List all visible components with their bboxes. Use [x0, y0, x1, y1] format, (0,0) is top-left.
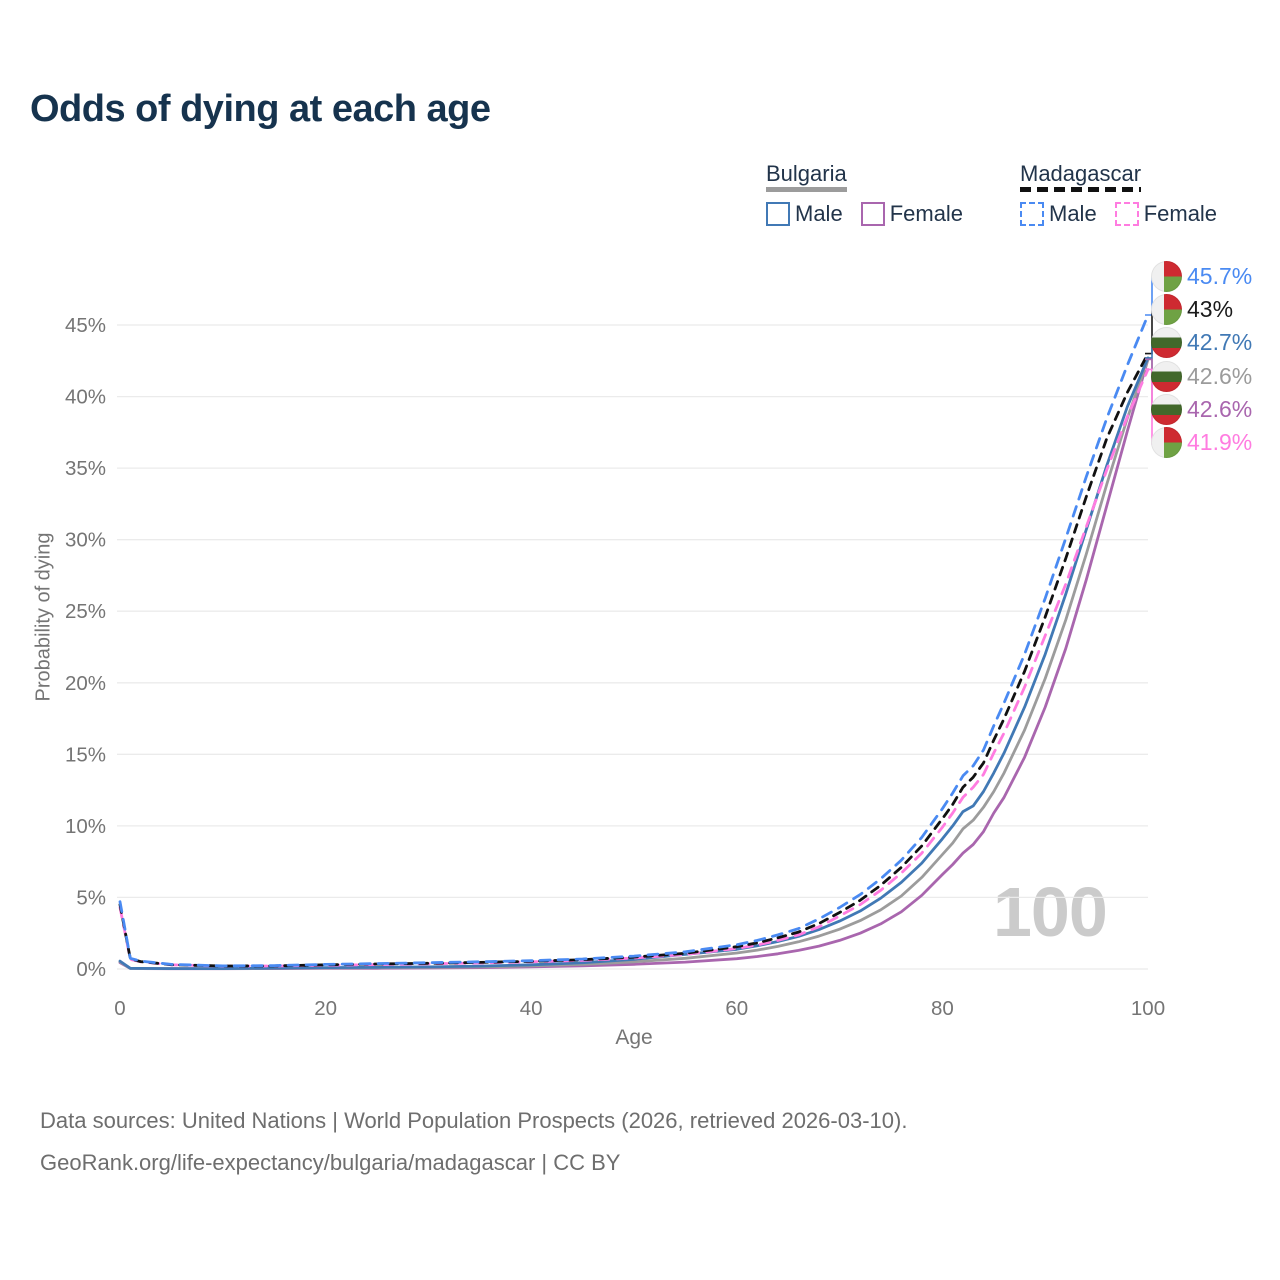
end-label-value: 45.7%	[1187, 263, 1253, 289]
line-bulgaria-male	[118, 356, 1150, 970]
legend-item-label: Male	[795, 200, 843, 226]
footer-sources: Data sources: United Nations | World Pop…	[40, 1108, 908, 1133]
bulgaria-flag-icon	[1151, 360, 1182, 392]
end-label-bulgaria-female: 42.6%	[1151, 393, 1253, 425]
line-madagascar-female	[118, 367, 1150, 968]
legend-item-label: Male	[1049, 200, 1097, 226]
legend-item-bulgaria-female[interactable]: Female	[860, 200, 964, 227]
line-madagascar-both-sexes	[118, 352, 1150, 968]
legend-item-bulgaria-male[interactable]: Male	[766, 201, 843, 227]
end-label-value: 43%	[1187, 296, 1234, 323]
bulgaria-flag-icon	[1151, 393, 1182, 425]
x-tick-label-40: 40	[520, 997, 543, 1020]
legend-country-bulgaria[interactable]: Bulgaria	[766, 161, 847, 192]
y-tick-label-0: 0%	[76, 958, 106, 981]
end-label-bulgaria-male: 42.7%	[1151, 327, 1253, 359]
footer-attribution[interactable]: GeoRank.org/life-expectancy/bulgaria/mad…	[40, 1150, 621, 1175]
legend-row-bulgaria: Male Female	[766, 201, 963, 227]
line-bulgaria-both-sexes	[118, 357, 1150, 970]
age-watermark: 100	[993, 873, 1108, 951]
end-label-value: 41.9%	[1187, 429, 1253, 455]
legend-country-label: Bulgaria	[766, 161, 847, 186]
end-label-value: 42.7%	[1187, 329, 1253, 356]
madagascar-flag-icon	[1151, 294, 1182, 326]
bulgaria-male-swatch-icon	[766, 201, 790, 226]
bulgaria-line-swatch	[766, 187, 847, 192]
y-tick-label-20: 20%	[65, 672, 106, 695]
legend-item-label: Female	[1143, 200, 1218, 226]
legend-row-madagascar: Male Female	[1020, 201, 1217, 227]
end-label-value: 42.6%	[1187, 395, 1253, 422]
end-label-value: 42.6%	[1187, 362, 1253, 389]
line-bulgaria-female	[118, 357, 1150, 971]
x-tick-label-100: 100	[1131, 997, 1165, 1020]
y-tick-label-15: 15%	[65, 743, 106, 766]
x-tick-label-0: 0	[114, 997, 125, 1020]
legend-item-madagascar-male[interactable]: Male	[1020, 201, 1097, 227]
x-axis-title: Age	[615, 1026, 653, 1049]
end-label-madagascar-female: 41.9%	[1151, 427, 1252, 458]
madagascar-line-swatch	[1020, 187, 1142, 192]
line-madagascar-male	[118, 313, 1150, 968]
y-tick-label-25: 25%	[65, 600, 106, 623]
madagascar-male-swatch-icon	[1020, 201, 1044, 226]
madagascar-female-swatch-icon	[1114, 201, 1139, 226]
end-label-madagascar-male: 45.7%	[1151, 261, 1252, 292]
madagascar-flag-icon	[1151, 261, 1182, 292]
y-tick-label-5: 5%	[76, 886, 106, 909]
y-tick-label-40: 40%	[65, 386, 106, 409]
bulgaria-flag-icon	[1151, 327, 1182, 359]
legend-item-label: Female	[889, 200, 964, 226]
x-tick-label-20: 20	[314, 997, 337, 1020]
y-tick-label-35: 35%	[65, 457, 106, 480]
madagascar-flag-icon	[1151, 427, 1182, 458]
legend-country-madagascar[interactable]: Madagascar	[1020, 161, 1142, 192]
legend-item-madagascar-female[interactable]: Female	[1114, 200, 1218, 227]
legend-group-bulgaria: Bulgaria Male Female	[766, 161, 963, 227]
end-label-bulgaria-both: 42.6%	[1151, 360, 1253, 392]
legend-group-madagascar: Madagascar Male Female	[1020, 161, 1217, 227]
bulgaria-female-swatch-icon	[860, 201, 885, 226]
legend-country-label: Madagascar	[1020, 161, 1142, 186]
x-tick-label-60: 60	[725, 997, 748, 1020]
page-title: Odds of dying at each age	[30, 88, 491, 130]
y-tick-label-10: 10%	[65, 815, 106, 838]
x-tick-label-80: 80	[931, 997, 954, 1020]
y-tick-label-30: 30%	[65, 529, 106, 552]
y-tick-label-45: 45%	[65, 314, 106, 337]
end-label-madagascar-both: 43%	[1151, 294, 1234, 326]
